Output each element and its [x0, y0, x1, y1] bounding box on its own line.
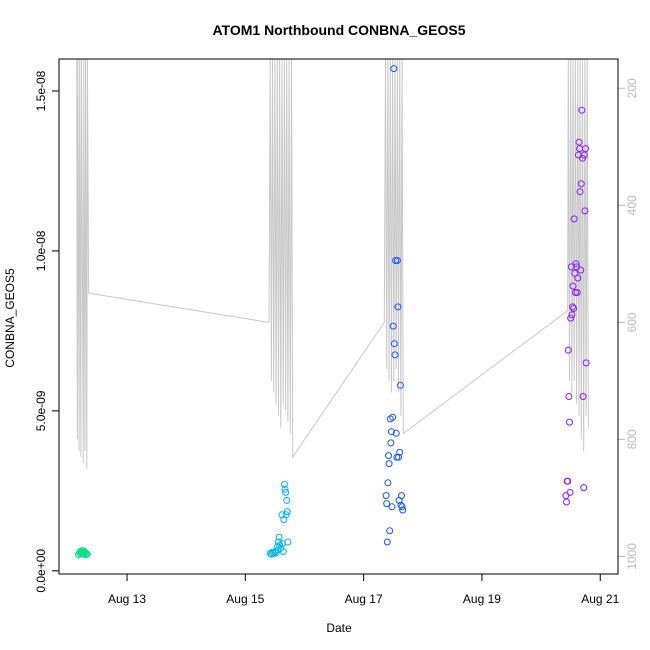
- y-tick-label: 1.0e-08: [34, 230, 48, 271]
- x-tick-label: Aug 13: [108, 592, 146, 606]
- pressure-trace-line: [76, 59, 589, 469]
- data-point: [387, 439, 395, 447]
- data-point: [389, 322, 397, 330]
- x-tick-label: Aug 17: [345, 592, 383, 606]
- data-point: [564, 477, 572, 485]
- y-tick-label: 1.5e-08: [34, 70, 48, 111]
- points-layer: [75, 65, 590, 559]
- data-point: [565, 393, 573, 400]
- y2-tick-label: 400: [625, 195, 639, 215]
- data-point: [390, 340, 398, 348]
- data-point: [284, 538, 292, 546]
- y-axis-label: CONBNA_GEOS5: [3, 268, 17, 368]
- data-point: [83, 550, 91, 558]
- data-point: [387, 428, 395, 436]
- data-point: [570, 215, 578, 223]
- y2-tick-label: 200: [625, 78, 639, 98]
- data-point: [567, 263, 575, 271]
- x-tick-label: Aug 15: [226, 592, 264, 606]
- data-point: [576, 188, 584, 196]
- y-tick-label: 5.0e-09: [34, 390, 48, 431]
- data-point: [389, 413, 397, 421]
- data-point: [282, 488, 290, 496]
- data-point: [280, 480, 288, 488]
- data-point: [396, 448, 404, 456]
- data-point: [581, 207, 589, 215]
- data-point: [574, 274, 582, 282]
- data-point: [562, 492, 570, 500]
- y2-tick-label: 600: [625, 312, 639, 332]
- data-point: [278, 511, 286, 519]
- data-point: [388, 503, 396, 511]
- data-point: [385, 452, 392, 460]
- x-tick-label: Aug 19: [463, 592, 501, 606]
- data-point: [396, 381, 404, 389]
- data-point: [577, 266, 585, 274]
- data-point: [398, 492, 405, 500]
- y2-tick-label: 800: [625, 429, 639, 449]
- data-point: [392, 429, 400, 437]
- data-point: [395, 453, 402, 461]
- data-point: [582, 145, 589, 153]
- data-point: [573, 289, 581, 296]
- data-point: [580, 484, 588, 492]
- data-point: [386, 527, 394, 535]
- data-point: [569, 282, 577, 290]
- data-point: [398, 503, 406, 511]
- data-point: [283, 496, 291, 504]
- data-point: [283, 508, 291, 516]
- x-tick-label: Aug 21: [581, 592, 619, 606]
- y-tick-label: 0.0e+00: [34, 549, 48, 593]
- data-point: [279, 548, 287, 556]
- data-point: [391, 351, 399, 359]
- data-point: [575, 138, 583, 146]
- data-point: [572, 260, 580, 268]
- data-point: [384, 479, 392, 487]
- data-point: [569, 303, 576, 311]
- data-point: [579, 393, 587, 400]
- data-point: [582, 359, 590, 367]
- data-point: [577, 180, 585, 188]
- data-point: [383, 538, 391, 546]
- data-point: [567, 314, 575, 322]
- data-point: [578, 106, 586, 114]
- data-point: [275, 538, 282, 546]
- data-point: [82, 550, 90, 557]
- data-point: [580, 151, 588, 159]
- axes-layer: Aug 13 Aug 15 Aug 17 Aug 19 Aug 21 0.0e+00 5.0…: [34, 70, 639, 606]
- data-point: [566, 418, 573, 426]
- data-point: [568, 311, 576, 319]
- x-axis-label: Date: [326, 621, 352, 635]
- chart-title: ATOM1 Northbound CONBNA_GEOS5: [212, 22, 465, 38]
- data-point: [397, 501, 405, 509]
- pressure-layer: [76, 59, 589, 469]
- data-point: [282, 511, 290, 519]
- data-point: [566, 488, 574, 496]
- data-point: [275, 533, 283, 541]
- data-point: [390, 65, 398, 73]
- data-point: [399, 506, 407, 514]
- data-point: [383, 500, 391, 508]
- data-point: [393, 257, 401, 264]
- y2-tick-label: 1000: [625, 543, 639, 570]
- data-point: [564, 346, 572, 354]
- data-point: [563, 498, 570, 506]
- data-point: [570, 305, 578, 312]
- data-point: [394, 303, 402, 311]
- plot-frame: [58, 58, 619, 575]
- data-point: [281, 485, 289, 493]
- data-point: [382, 492, 390, 500]
- data-point: [385, 460, 393, 468]
